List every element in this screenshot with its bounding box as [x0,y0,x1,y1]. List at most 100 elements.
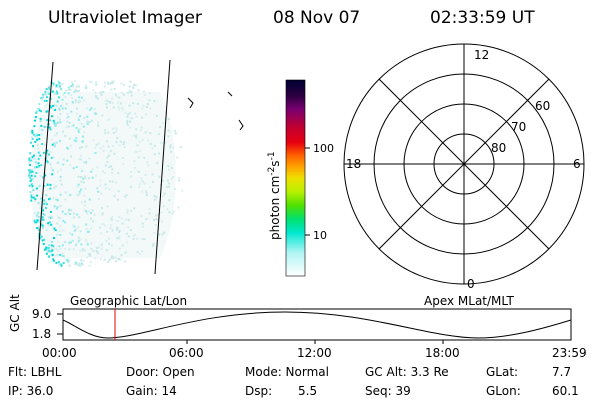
speckle [53,186,56,189]
speckle [154,198,157,201]
speckle [76,213,79,216]
speckle [97,142,100,145]
speckle [36,138,38,141]
speckle [75,101,77,104]
speckle [38,229,41,232]
speckle [77,131,80,133]
speckle [110,224,113,227]
date-label: 08 Nov 07 [273,8,361,28]
speckle [168,168,170,171]
speckle [100,94,103,97]
speckle [92,89,95,92]
speckle [172,175,175,178]
speckle [112,80,115,83]
speckle [169,144,172,147]
speckle [83,161,86,164]
speckle [40,124,43,127]
speckle [89,254,92,257]
speckle [112,257,115,260]
speckle [77,240,80,243]
speckle [56,161,59,164]
speckle [70,94,73,97]
speckle [89,108,91,111]
speckle [77,236,80,239]
speckle [64,198,67,201]
speckle [46,149,49,152]
speckle [132,85,135,88]
speckle [50,156,53,159]
speckle [71,233,74,236]
speckle [181,189,184,192]
speckle [78,90,81,92]
speckle [40,97,43,100]
speckle [68,88,71,91]
speckle [144,174,147,176]
speckle [110,257,113,260]
speckle [61,83,64,86]
speckle [111,102,114,105]
speckle [45,252,48,255]
speckle [44,92,47,95]
speckle [44,201,47,204]
speckle [73,216,75,219]
speckle [62,158,65,161]
speckle [73,90,76,93]
speckle [117,190,120,193]
speckle [75,107,78,110]
speckle [37,211,40,214]
speckle [143,93,146,96]
speckle [126,241,129,244]
speckle [161,179,164,182]
speckle [64,95,67,98]
speckle [56,240,59,243]
speckle [83,249,86,252]
speckle [37,151,40,154]
speckle [86,115,89,118]
speckle [79,230,82,233]
speckle [111,82,114,85]
speckle [87,210,90,213]
speckle [47,153,50,156]
speckle [42,243,45,245]
speckle [118,231,121,234]
speckle [49,183,52,186]
speckle [46,103,49,106]
speckle [51,173,54,176]
speckle [45,229,48,232]
speckle [128,104,131,107]
speckle [77,175,80,178]
speckle [56,100,59,103]
speckle [31,129,34,132]
speckle [125,218,128,221]
speckle [42,93,45,96]
speckle [157,133,160,136]
speckle [87,253,90,256]
speckle [72,124,75,127]
speckle [160,220,163,223]
speckle [30,136,33,139]
speckle [97,246,100,249]
speckle [30,199,33,202]
speckle [176,156,179,159]
speckle [82,248,85,251]
speckle [154,224,157,227]
speckle [137,89,140,92]
speckle [48,119,51,122]
speckle [31,178,34,180]
speckle [58,245,61,248]
speckle [31,188,34,191]
speckle [49,167,52,169]
speckle [66,112,69,115]
speckle [62,262,65,264]
mode-info: Mode: Normal [245,365,329,379]
speckle [115,228,118,231]
speckle [178,179,181,182]
speckle [45,246,48,249]
speckle [97,252,100,255]
speckle [82,140,84,143]
speckle [148,99,151,102]
speckle [55,198,58,201]
seq-info: Seq: 39 [365,384,411,398]
speckle [43,99,46,102]
speckle [173,130,176,133]
